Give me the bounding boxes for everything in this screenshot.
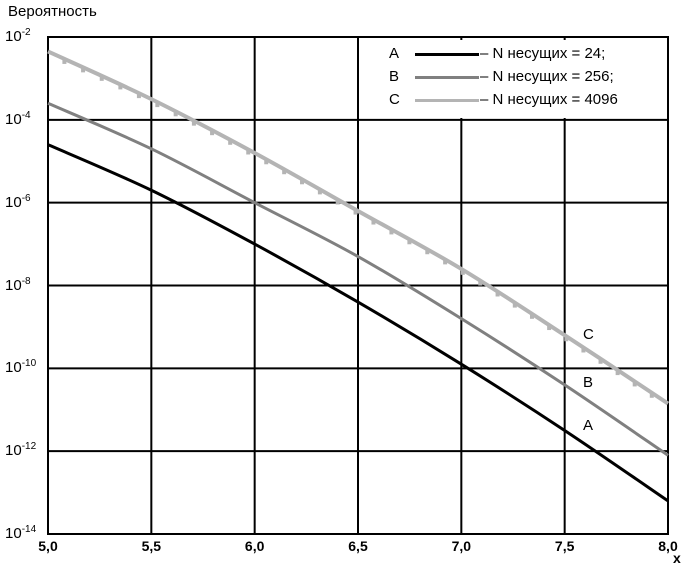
series-marker-c [443, 260, 448, 265]
series-marker-c [300, 180, 305, 185]
legend-item-c: C – N несущих = 4096 [383, 90, 638, 110]
series-marker-c [353, 210, 358, 215]
series-marker-c [155, 103, 160, 108]
y-tick-base: 10 [5, 359, 22, 377]
y-tick-base: 10 [5, 442, 22, 460]
x-tick-label: 8,0 [658, 538, 678, 554]
series-marker-c [246, 150, 251, 155]
y-tick-label: 10-6 [5, 192, 31, 212]
x-tick-label: 5,5 [141, 538, 162, 554]
legend-letter-c: C [389, 91, 400, 108]
series-marker-c [191, 121, 196, 126]
series-marker-c [425, 250, 430, 255]
series-marker-c [389, 230, 394, 235]
legend-swatch-a [415, 53, 479, 56]
series-marker-c [564, 337, 569, 342]
series-marker-c [581, 348, 586, 353]
y-tick-label: 10-4 [5, 109, 31, 129]
y-tick-exponent: -6 [21, 192, 31, 204]
series-marker-c [317, 190, 322, 195]
y-axis-title: Вероятность [8, 3, 97, 20]
series-marker-c [264, 160, 269, 165]
legend-swatch-b [415, 76, 479, 79]
curve-label-a: A [583, 417, 594, 434]
y-tick-exponent: -8 [21, 275, 31, 287]
series-marker-c [371, 220, 376, 225]
series-marker-c [335, 200, 340, 205]
series-marker-c [173, 112, 178, 117]
series-marker-c [118, 85, 123, 90]
series-marker-c [495, 292, 500, 297]
x-tick-label: 7,0 [451, 538, 472, 554]
legend-item-b: B – N несущих = 256; [383, 67, 638, 87]
series-marker-c [62, 59, 67, 64]
legend-text-b: – N несущих = 256; [480, 68, 614, 85]
series-marker-c [649, 393, 654, 398]
series-marker-c [136, 94, 141, 99]
series-marker-c [99, 76, 104, 81]
series-marker-c [632, 382, 637, 387]
legend-item-a: A – N несущих = 24; [383, 44, 638, 64]
x-axis-title: x [673, 550, 681, 566]
series-marker-c [615, 371, 620, 376]
legend: A – N несущих = 24; B – N несущих = 256;… [383, 40, 638, 118]
series-line-c [47, 49, 670, 406]
series-marker-c [282, 170, 287, 175]
series-marker-c [547, 326, 552, 331]
curve-label-b: B [583, 374, 594, 391]
y-tick-exponent: -10 [21, 358, 37, 370]
legend-text-a: – N несущих = 24; [480, 45, 606, 62]
x-tick-label: 5,0 [38, 538, 58, 554]
series-marker-c [81, 68, 86, 73]
y-tick-label: 10-10 [5, 358, 37, 377]
series-marker-c [407, 240, 412, 245]
y-tick-base: 10 [5, 276, 22, 294]
y-tick-base: 10 [5, 193, 22, 211]
series-marker-c [210, 131, 215, 136]
y-tick-label: 10-8 [5, 275, 31, 295]
series-marker-c [512, 303, 517, 308]
series-marker-c [598, 359, 603, 364]
x-tick-label: 6,0 [244, 538, 265, 554]
curve-label-c: C [583, 326, 594, 343]
legend-letter-a: A [389, 45, 400, 62]
y-tick-exponent: -12 [21, 441, 37, 453]
y-tick-exponent: -4 [21, 109, 31, 121]
y-tick-exponent: -14 [21, 524, 37, 535]
legend-letter-b: B [389, 68, 400, 85]
y-tick-exponent: -2 [21, 27, 31, 38]
legend-swatch-c [415, 99, 479, 102]
series-line-a [47, 143, 669, 503]
y-tick-label: 10-14 [5, 524, 37, 543]
series-line-b [47, 101, 669, 457]
y-tick-label: 10-12 [5, 441, 37, 460]
series-marker-c [460, 270, 465, 275]
series-marker-c [478, 281, 483, 286]
y-tick-base: 10 [5, 525, 22, 542]
x-tick-label: 7,5 [554, 538, 575, 554]
y-tick-label: 10-2 [5, 27, 31, 46]
y-tick-base: 10 [5, 110, 22, 128]
y-tick-base: 10 [5, 28, 22, 45]
legend-text-c: – N несущих = 4096 [480, 91, 618, 108]
series-marker-c [228, 140, 233, 145]
x-tick-label: 6,5 [348, 538, 368, 554]
series-marker-c [529, 314, 534, 319]
